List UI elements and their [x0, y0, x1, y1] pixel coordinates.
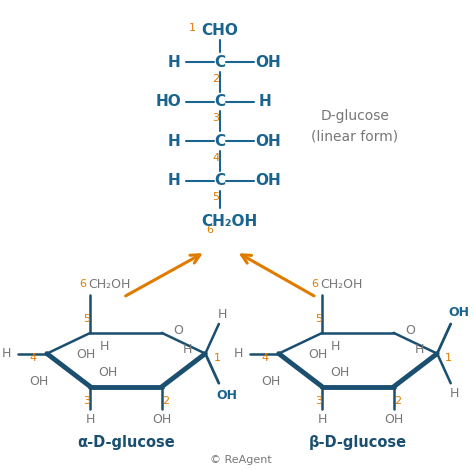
Text: OH: OH [98, 366, 118, 380]
Text: 5: 5 [83, 314, 90, 324]
Text: 6: 6 [79, 279, 86, 289]
Text: OH: OH [330, 366, 349, 380]
Text: OH: OH [261, 375, 281, 388]
Text: 3: 3 [83, 396, 90, 406]
Text: 5: 5 [315, 314, 322, 324]
Text: 5: 5 [212, 193, 219, 203]
Text: 3: 3 [315, 396, 322, 406]
Text: β-D-glucose: β-D-glucose [309, 435, 407, 450]
Text: H: H [168, 134, 181, 149]
Text: OH: OH [308, 348, 327, 361]
Text: C: C [214, 134, 225, 149]
Text: H: H [234, 347, 243, 360]
Text: C: C [214, 55, 225, 70]
Text: 3: 3 [212, 114, 219, 123]
Text: CHO: CHO [201, 23, 238, 38]
Text: 6: 6 [311, 279, 318, 289]
Text: 2: 2 [212, 74, 219, 84]
Text: H: H [86, 413, 95, 426]
Text: © ReAgent: © ReAgent [210, 455, 272, 465]
Text: H: H [168, 55, 181, 70]
Text: OH: OH [448, 306, 469, 318]
Text: OH: OH [216, 389, 237, 402]
Text: CH₂OH: CH₂OH [89, 278, 131, 291]
Text: OH: OH [76, 348, 95, 361]
Text: 2: 2 [394, 396, 401, 406]
Text: H: H [318, 413, 327, 426]
Text: H: H [168, 173, 181, 188]
Text: 1: 1 [189, 24, 196, 33]
Text: H: H [218, 308, 228, 321]
Text: H: H [415, 343, 425, 356]
Text: OH: OH [152, 413, 172, 426]
Text: 2: 2 [162, 396, 169, 406]
Text: O: O [405, 325, 415, 337]
Text: HO: HO [156, 94, 182, 109]
Text: CH₂OH: CH₂OH [201, 214, 257, 229]
Text: 1: 1 [445, 352, 452, 363]
Text: OH: OH [255, 55, 281, 70]
Text: CH₂OH: CH₂OH [320, 278, 363, 291]
Text: H: H [99, 340, 109, 353]
Text: D-glucose: D-glucose [320, 109, 390, 123]
Text: OH: OH [255, 173, 281, 188]
Text: H: H [450, 387, 459, 399]
Text: OH: OH [255, 134, 281, 149]
Text: 4: 4 [262, 352, 269, 363]
Text: OH: OH [384, 413, 403, 426]
Text: 4: 4 [30, 352, 37, 363]
Text: O: O [173, 325, 183, 337]
Text: C: C [214, 94, 225, 109]
Text: α-D-glucose: α-D-glucose [77, 435, 175, 450]
Text: 1: 1 [213, 352, 220, 363]
Text: C: C [214, 173, 225, 188]
Text: H: H [183, 343, 192, 356]
Text: (linear form): (linear form) [311, 129, 399, 143]
Text: 6: 6 [207, 225, 214, 235]
Text: 4: 4 [212, 153, 219, 163]
Text: H: H [1, 347, 11, 360]
Text: OH: OH [29, 375, 49, 388]
Text: H: H [331, 340, 340, 353]
Text: H: H [259, 94, 272, 109]
